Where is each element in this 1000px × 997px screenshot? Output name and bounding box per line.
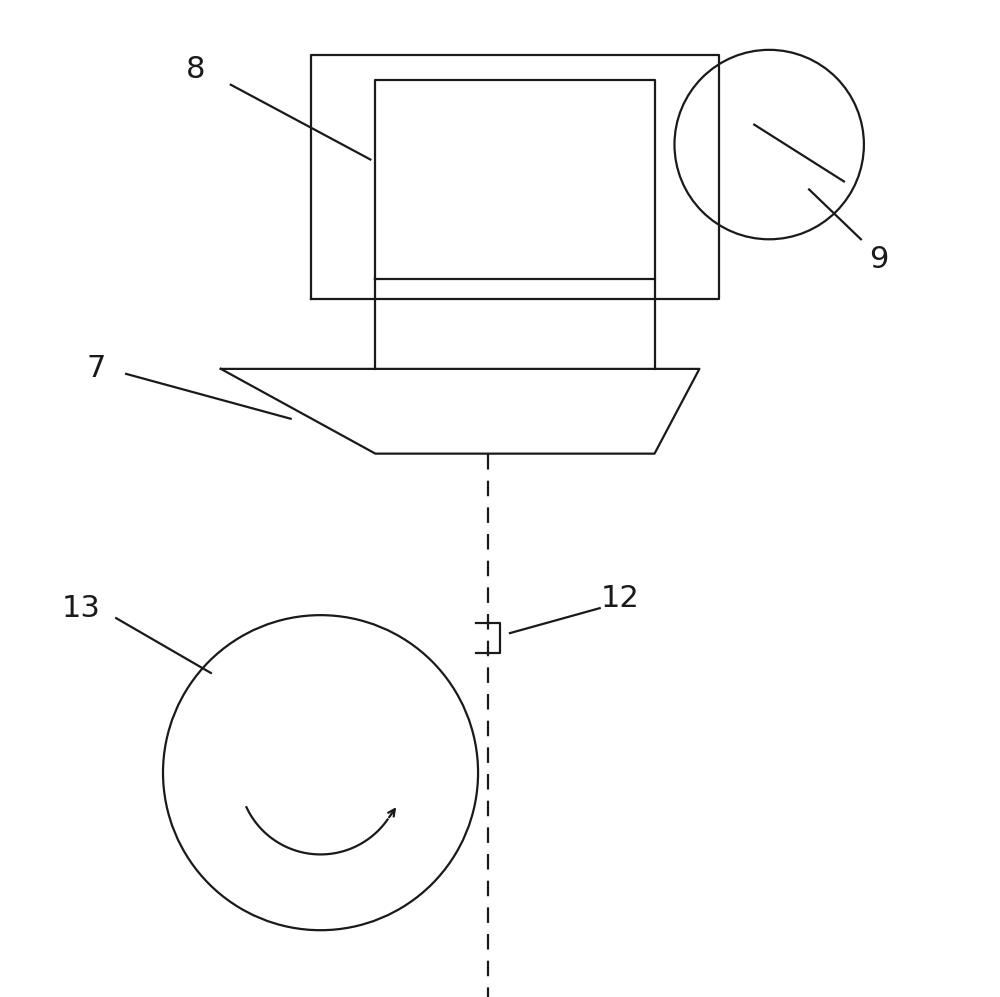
Text: 8: 8 <box>186 55 206 85</box>
Text: 7: 7 <box>87 354 106 384</box>
Text: 12: 12 <box>600 583 639 613</box>
Text: 13: 13 <box>62 593 101 623</box>
Text: 9: 9 <box>869 244 889 274</box>
